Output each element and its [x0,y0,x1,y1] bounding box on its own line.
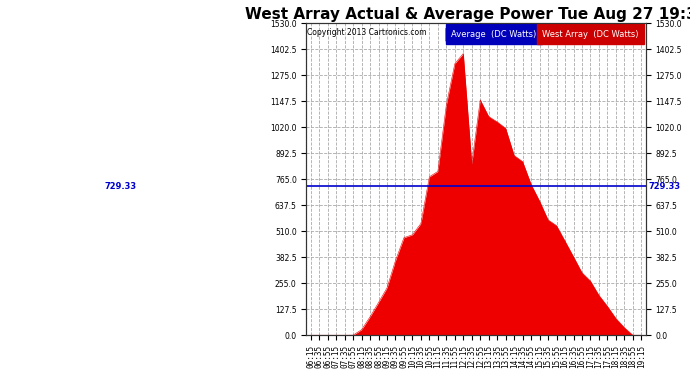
Legend: Average  (DC Watts), West Array  (DC Watts): Average (DC Watts), West Array (DC Watts… [446,27,642,41]
Text: 729.33: 729.33 [105,182,137,191]
Title: West Array Actual & Average Power Tue Aug 27 19:34: West Array Actual & Average Power Tue Au… [245,7,690,22]
Text: Copyright 2013 Cartronics.com: Copyright 2013 Cartronics.com [307,28,426,37]
Text: 729.33: 729.33 [649,182,681,191]
